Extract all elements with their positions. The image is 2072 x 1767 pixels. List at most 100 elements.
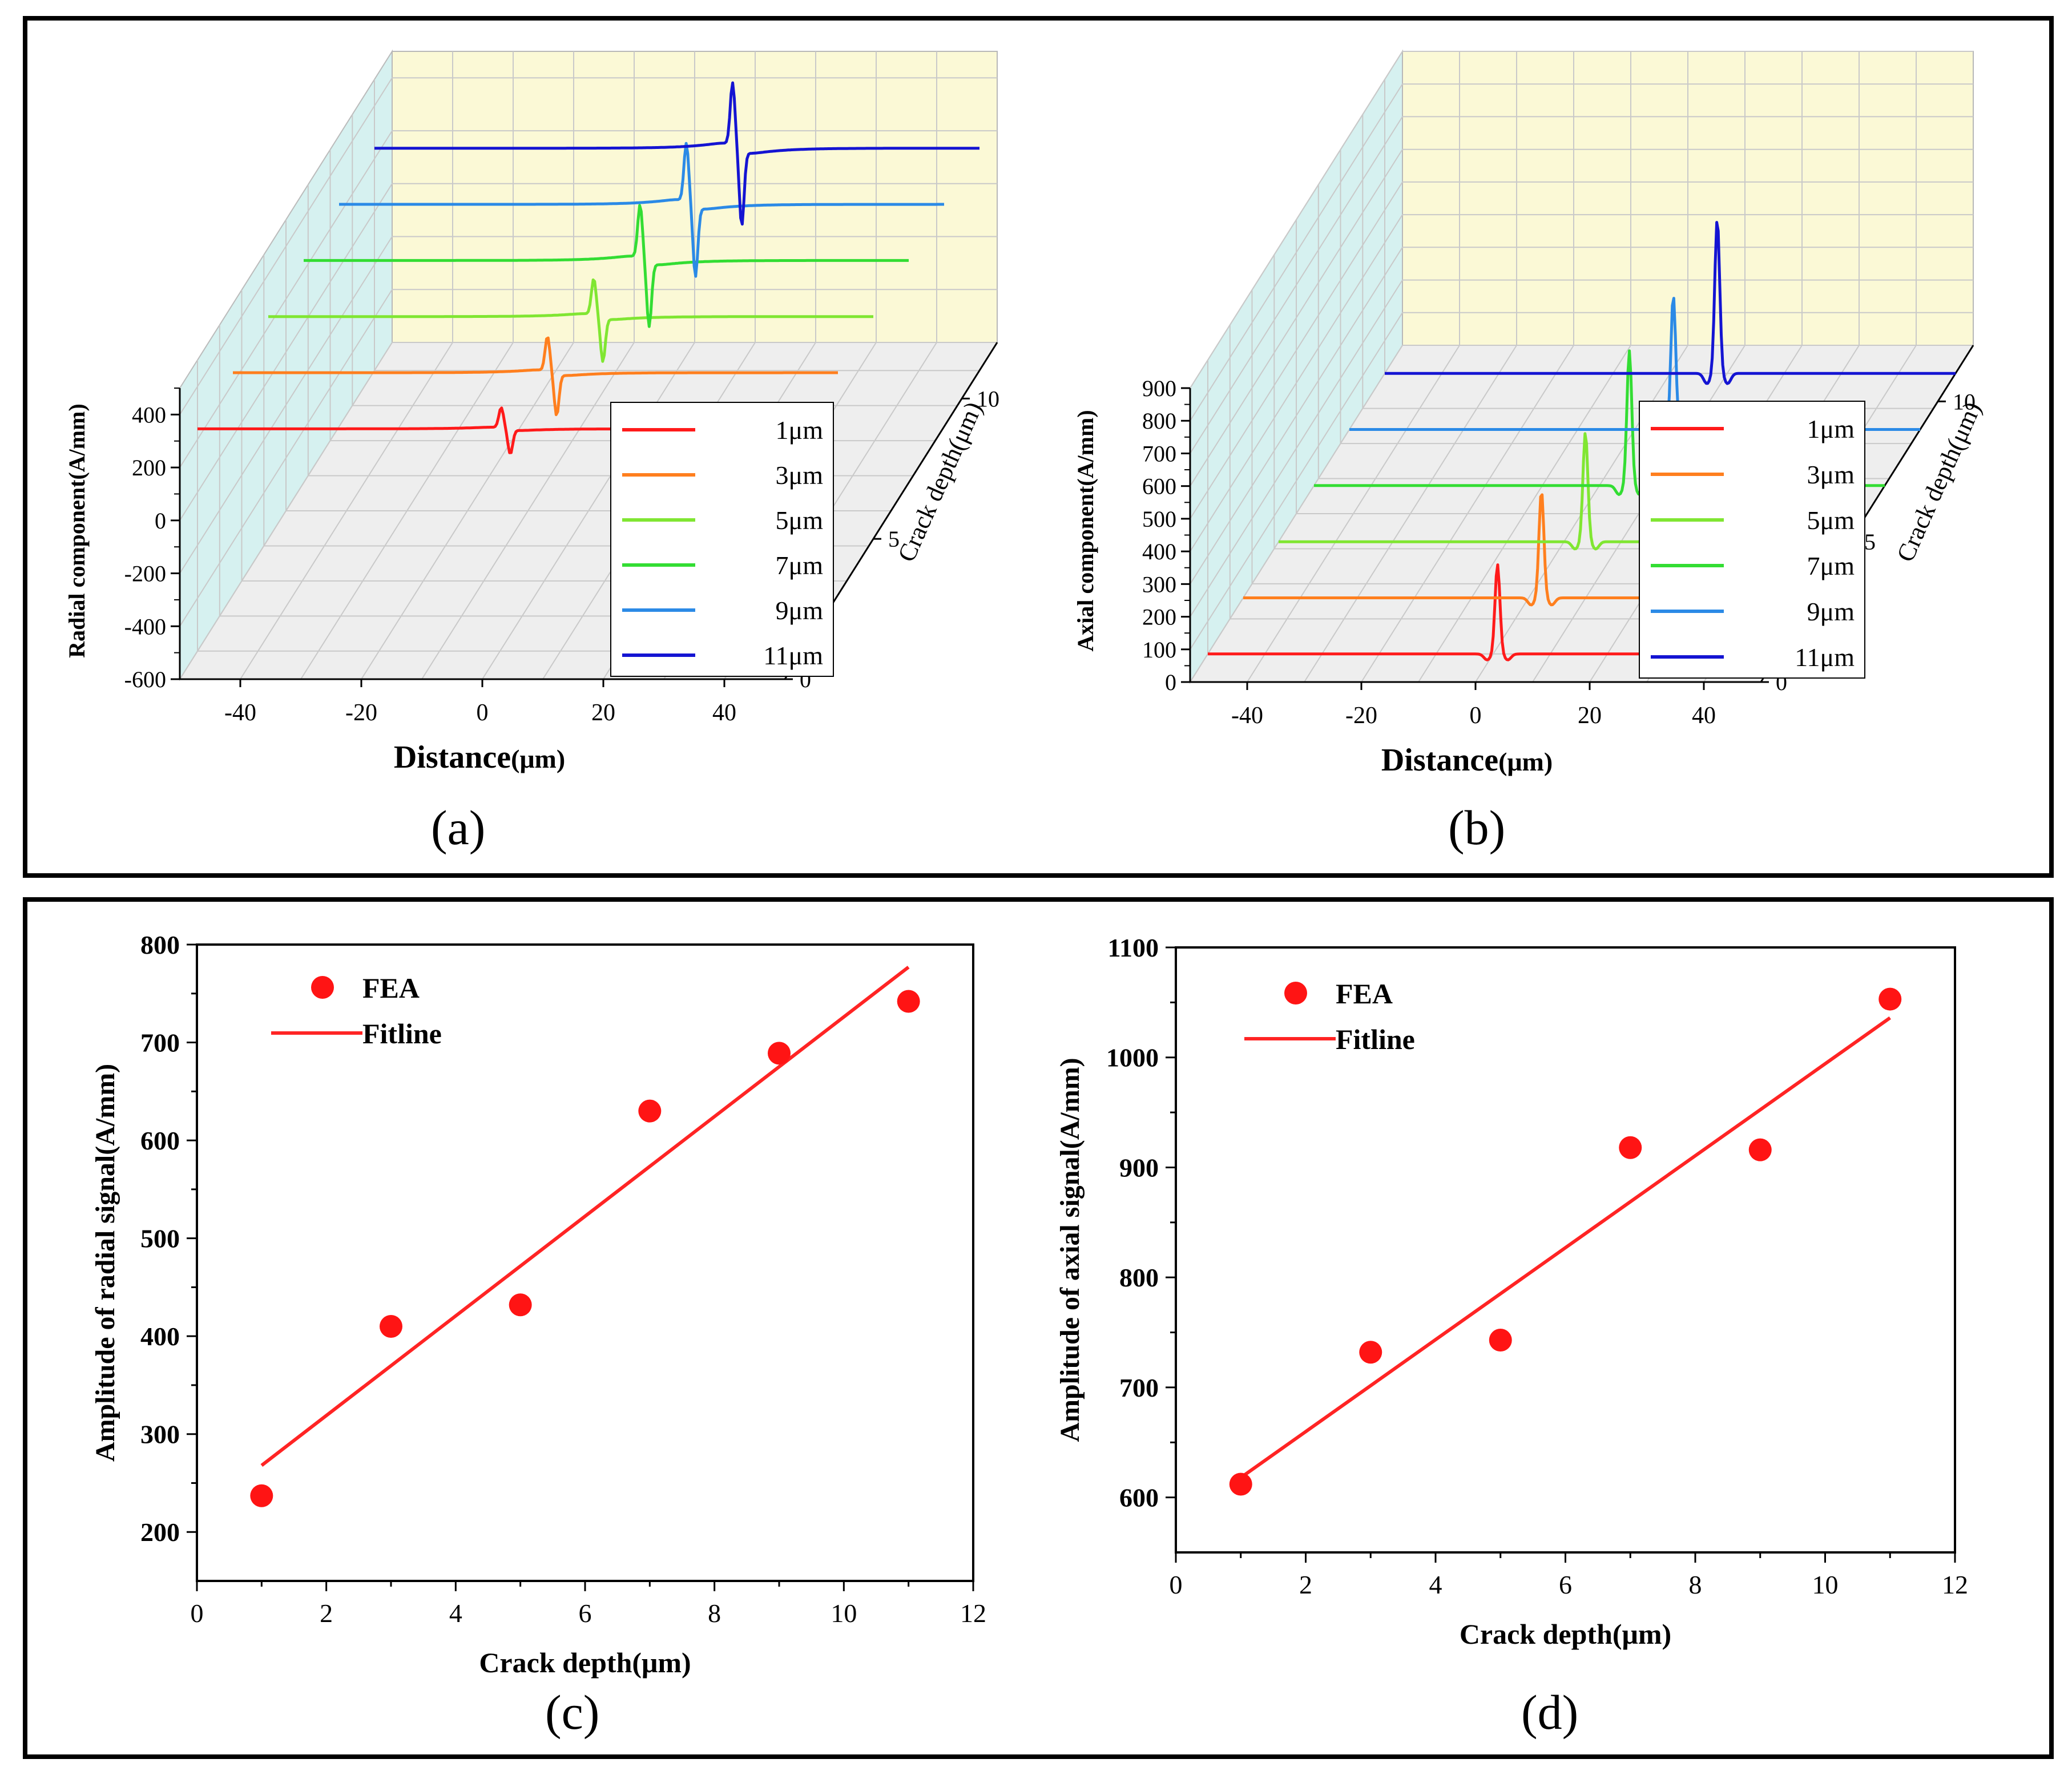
z-tick-label: 5 — [1864, 529, 1876, 555]
y-tick-label: 0 — [1165, 669, 1176, 695]
gridline-y — [1190, 247, 1973, 584]
x-tick-label: -20 — [1345, 703, 1377, 729]
legend-label: 9μm — [1807, 597, 1855, 626]
x-tick-label: 2 — [1299, 1570, 1312, 1599]
y-tick-label: -400 — [124, 614, 166, 639]
fitline — [1240, 1016, 1891, 1479]
legend-label: 11μm — [1795, 643, 1855, 672]
y-tick-label: 300 — [1142, 571, 1176, 597]
x-tick-label: 6 — [579, 1599, 592, 1628]
legend-fea-marker — [1284, 982, 1307, 1004]
x-axis-title: Crack depth(μm) — [479, 1647, 691, 1679]
y-tick-label: 1100 — [1108, 933, 1159, 962]
fea-point — [1359, 1341, 1382, 1364]
fea-point — [768, 1042, 791, 1065]
legend-label: 9μm — [776, 596, 824, 625]
x-tick-label: -40 — [224, 700, 256, 726]
y-axis-title: Amplitude of radial signal(A/mm) — [90, 1064, 120, 1462]
chart-c: 0 2 4 6 8 10 12 200 300 400 500 600 700 800 Crack dept… — [90, 930, 986, 1679]
caption-c: (c) — [545, 1685, 600, 1740]
gridline-y — [179, 130, 997, 468]
y-tick-label: 700 — [1142, 441, 1176, 466]
fea-point — [1489, 1329, 1512, 1352]
fea-point — [1748, 1138, 1772, 1161]
caption-a: (a) — [431, 800, 486, 855]
legend-label: 7μm — [776, 551, 824, 580]
y-tick-label: 300 — [140, 1420, 180, 1449]
gridline-y — [1190, 83, 1973, 421]
x-tick-label: 20 — [1578, 703, 1602, 729]
z-tick-label: 10 — [1953, 389, 1976, 414]
chart-d: 0 2 4 6 8 10 12 600 700 800 900 1000 1100 Crack depth… — [1055, 933, 1968, 1650]
x-tick-label: 10 — [1812, 1570, 1839, 1599]
y-tick-label: 400 — [132, 402, 166, 427]
x-tick-label: 0 — [477, 700, 489, 726]
x-tick-label: 12 — [1942, 1570, 1968, 1599]
y-axis-title: Axial component(A/mm) — [1073, 410, 1098, 651]
legend-box — [1639, 401, 1865, 679]
gridline-y — [1190, 214, 1973, 552]
y-tick-label: 700 — [140, 1028, 180, 1058]
y-tick-label: 1000 — [1106, 1043, 1159, 1072]
fea-point — [509, 1293, 532, 1317]
y-tick-label: 600 — [1119, 1483, 1159, 1512]
fea-point — [250, 1484, 273, 1507]
fitline — [260, 966, 910, 1467]
series-line-3μm — [233, 336, 838, 417]
x-tick-label: 0 — [1470, 703, 1482, 729]
gridline-y — [179, 289, 997, 627]
fea-point — [638, 1099, 662, 1123]
top-panel-frame — [23, 16, 2054, 878]
y-tick-label: 0 — [155, 508, 166, 534]
y-tick-label: 800 — [140, 930, 180, 959]
y-tick-label: 900 — [1119, 1153, 1159, 1182]
x-tick-label: 40 — [712, 700, 736, 726]
legend-label: 5μm — [776, 506, 824, 535]
x-tick-label: 6 — [1559, 1570, 1572, 1599]
caption-d: (d) — [1521, 1685, 1579, 1740]
fea-point — [1619, 1136, 1642, 1159]
y-tick-label: 800 — [1119, 1263, 1159, 1292]
legend-label: 3μm — [776, 461, 824, 490]
y-tick-label: 500 — [140, 1224, 180, 1253]
fea-point — [1878, 987, 1902, 1011]
legend-fea-marker — [311, 976, 334, 999]
z-tick-label: 10 — [977, 386, 999, 412]
x-tick-label: 8 — [708, 1599, 721, 1628]
series-line-7μm — [304, 204, 909, 328]
legend-label: 7μm — [1807, 551, 1855, 580]
fea-point — [897, 990, 920, 1013]
y-tick-label: 400 — [1142, 539, 1176, 564]
series-line-5μm — [268, 278, 873, 363]
legend-fit-label: Fitline — [1336, 1023, 1415, 1055]
y-axis-title: Radial component(A/mm) — [64, 404, 90, 658]
fea-point — [380, 1315, 402, 1338]
x-tick-label: 4 — [1429, 1570, 1442, 1599]
legend-label: 5μm — [1807, 506, 1855, 535]
y-tick-label: 400 — [140, 1322, 180, 1351]
series-line-9μm — [339, 142, 944, 278]
y-tick-label: 100 — [1142, 637, 1176, 663]
legend-box — [610, 402, 834, 677]
legend-label: 1μm — [1807, 414, 1855, 443]
x-tick-label: -20 — [345, 700, 377, 726]
x-tick-label: 12 — [960, 1599, 986, 1628]
x-tick-label: 40 — [1692, 703, 1716, 729]
plot-frame — [196, 943, 974, 1582]
legend-fit-label: Fitline — [362, 1018, 442, 1050]
legend-label: 1μm — [776, 415, 824, 445]
gridline-y — [1190, 345, 1973, 683]
gridline-y — [1190, 279, 1973, 618]
y-tick-label: -200 — [124, 561, 166, 587]
series-line-11μm — [374, 81, 979, 226]
y-tick-label: 200 — [132, 455, 166, 481]
series-line-11μm — [1385, 221, 1956, 385]
x-axis-title: Crack depth(μm) — [1460, 1618, 1671, 1650]
x-tick-label: 2 — [320, 1599, 333, 1628]
x-tick-label: 8 — [1689, 1570, 1702, 1599]
z-tick-label: 5 — [888, 526, 900, 552]
y-tick-label: 200 — [1142, 604, 1176, 630]
gridline-y — [179, 236, 997, 574]
